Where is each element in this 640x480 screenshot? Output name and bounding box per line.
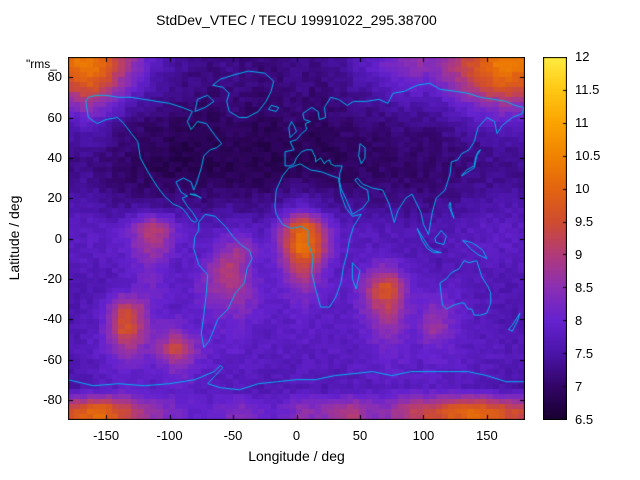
y-tick-label: -40 [43,311,62,327]
colorbar-tick-label: 6.5 [575,412,594,427]
stray-rms-label: "rms_ [26,57,57,71]
colorbar-tick-label: 10 [575,181,590,196]
colorbar [543,57,567,420]
y-tick-label: 20 [47,190,62,206]
colorbar-tick-label: 8.5 [575,280,594,295]
y-tick-label: -60 [43,351,62,367]
y-tick-label: -80 [43,391,62,407]
colorbar-tick-label: 12 [575,49,590,64]
y-tick-label: 60 [47,109,62,125]
x-tick-label: 150 [476,428,498,443]
x-axis-label: Longitude / deg [248,448,345,464]
x-tick-label: -50 [223,428,243,443]
colorbar-tick-label: 11.5 [575,82,600,97]
chart-title: StdDev_VTEC / TECU 19991022_295.38700 [156,12,437,28]
colorbar-tick-label: 11 [575,115,589,130]
x-tick-label: 100 [412,428,435,443]
colorbar-tick-label: 7.5 [575,346,594,361]
x-tick-label: 50 [352,428,368,443]
x-tick-label: 0 [292,428,301,443]
colorbar-tick-label: 7 [575,379,583,394]
colorbar-tick-label: 9.5 [575,214,594,229]
colorbar-tick-label: 10.5 [575,148,601,163]
y-tick-label: -20 [43,270,62,286]
y-tick-label: 80 [47,69,62,85]
colorbar-tick-label: 8 [575,313,583,328]
y-tick-label: 40 [47,149,62,165]
y-tick-label: 0 [54,230,62,246]
x-tick-label: -150 [93,428,120,443]
colorbar-tick-label: 9 [575,247,583,262]
x-tick-label: -100 [156,428,183,443]
world-tec-heatmap [68,57,525,420]
